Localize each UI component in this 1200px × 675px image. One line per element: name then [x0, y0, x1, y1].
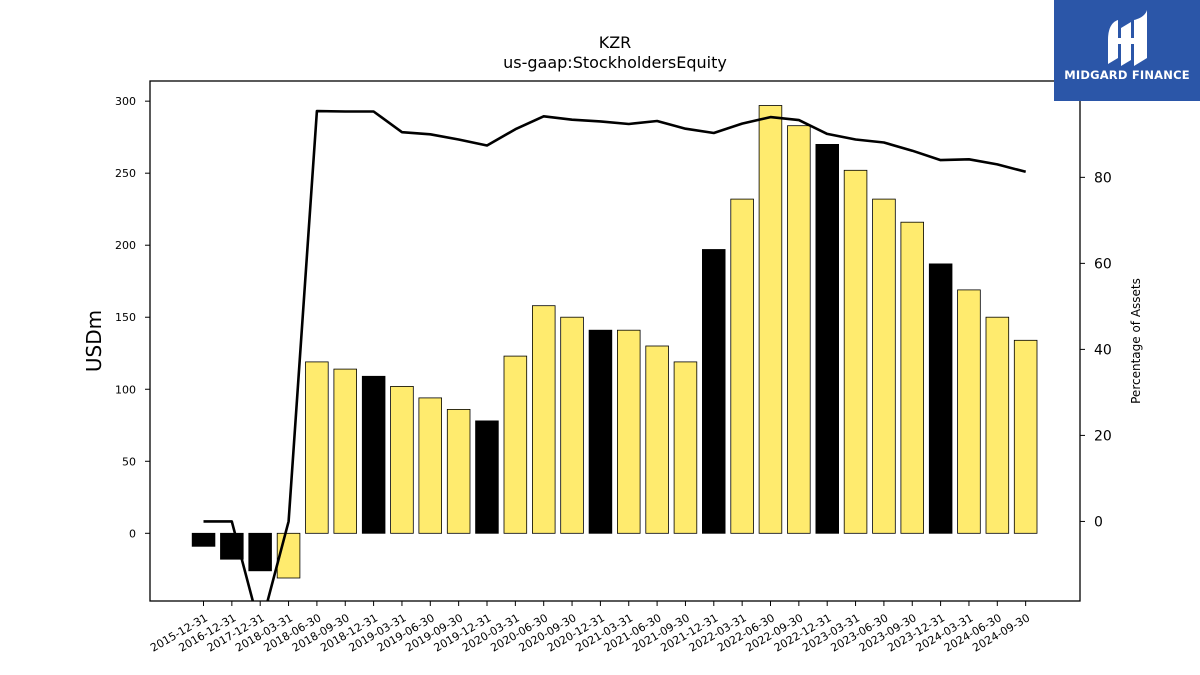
bar	[560, 316, 584, 534]
bar	[617, 329, 641, 534]
bar	[475, 420, 499, 534]
bar	[957, 289, 981, 534]
y-tick-label: 200	[115, 239, 136, 252]
bar	[815, 143, 840, 534]
bar	[503, 355, 528, 534]
bar	[645, 345, 669, 534]
y-tick-label: 300	[115, 95, 136, 108]
bar	[872, 198, 896, 534]
y2-tick-label: 0	[1094, 514, 1103, 530]
bar	[702, 249, 726, 534]
bar	[985, 316, 1010, 534]
bar	[843, 169, 868, 534]
chart-subtitle: us-gaap:StockholdersEquity	[503, 53, 727, 72]
y-tick-label: 250	[115, 167, 136, 180]
y-tick-label: 0	[129, 527, 136, 540]
bar	[1013, 339, 1038, 534]
y-tick-label: 100	[115, 383, 136, 396]
bar	[361, 375, 386, 534]
bar	[333, 368, 357, 534]
bar	[418, 397, 442, 534]
brand-logo-text: MIDGARD FINANCE	[1064, 68, 1190, 82]
bar	[673, 361, 698, 534]
bar	[787, 125, 811, 534]
y2-tick-label: 40	[1094, 342, 1112, 358]
bar	[191, 532, 216, 547]
bar	[758, 105, 783, 534]
bar	[390, 385, 414, 534]
bar	[532, 305, 556, 534]
bar	[305, 361, 329, 534]
bar	[730, 198, 754, 534]
chart-title: KZR	[599, 33, 632, 52]
midgard-logo-icon	[1108, 10, 1147, 66]
plot-area	[191, 105, 1038, 601]
brand-logo: MIDGARD FINANCE	[1054, 0, 1200, 101]
y2-tick-label: 80	[1094, 170, 1112, 186]
bar	[588, 329, 613, 534]
y2-axis-label: Percentage of Assets	[1129, 278, 1143, 404]
y-tick-label: 50	[122, 455, 136, 468]
y-axis-label: USDm	[82, 310, 106, 372]
y-tick-label: 150	[115, 311, 136, 324]
y2-tick-label: 20	[1094, 428, 1112, 444]
bar	[446, 408, 471, 534]
series-line	[203, 109, 1027, 601]
y2-tick-label: 60	[1094, 256, 1112, 272]
bar	[928, 263, 953, 534]
plot-frame	[149, 80, 1081, 602]
bar	[248, 532, 272, 572]
bar	[900, 221, 925, 534]
